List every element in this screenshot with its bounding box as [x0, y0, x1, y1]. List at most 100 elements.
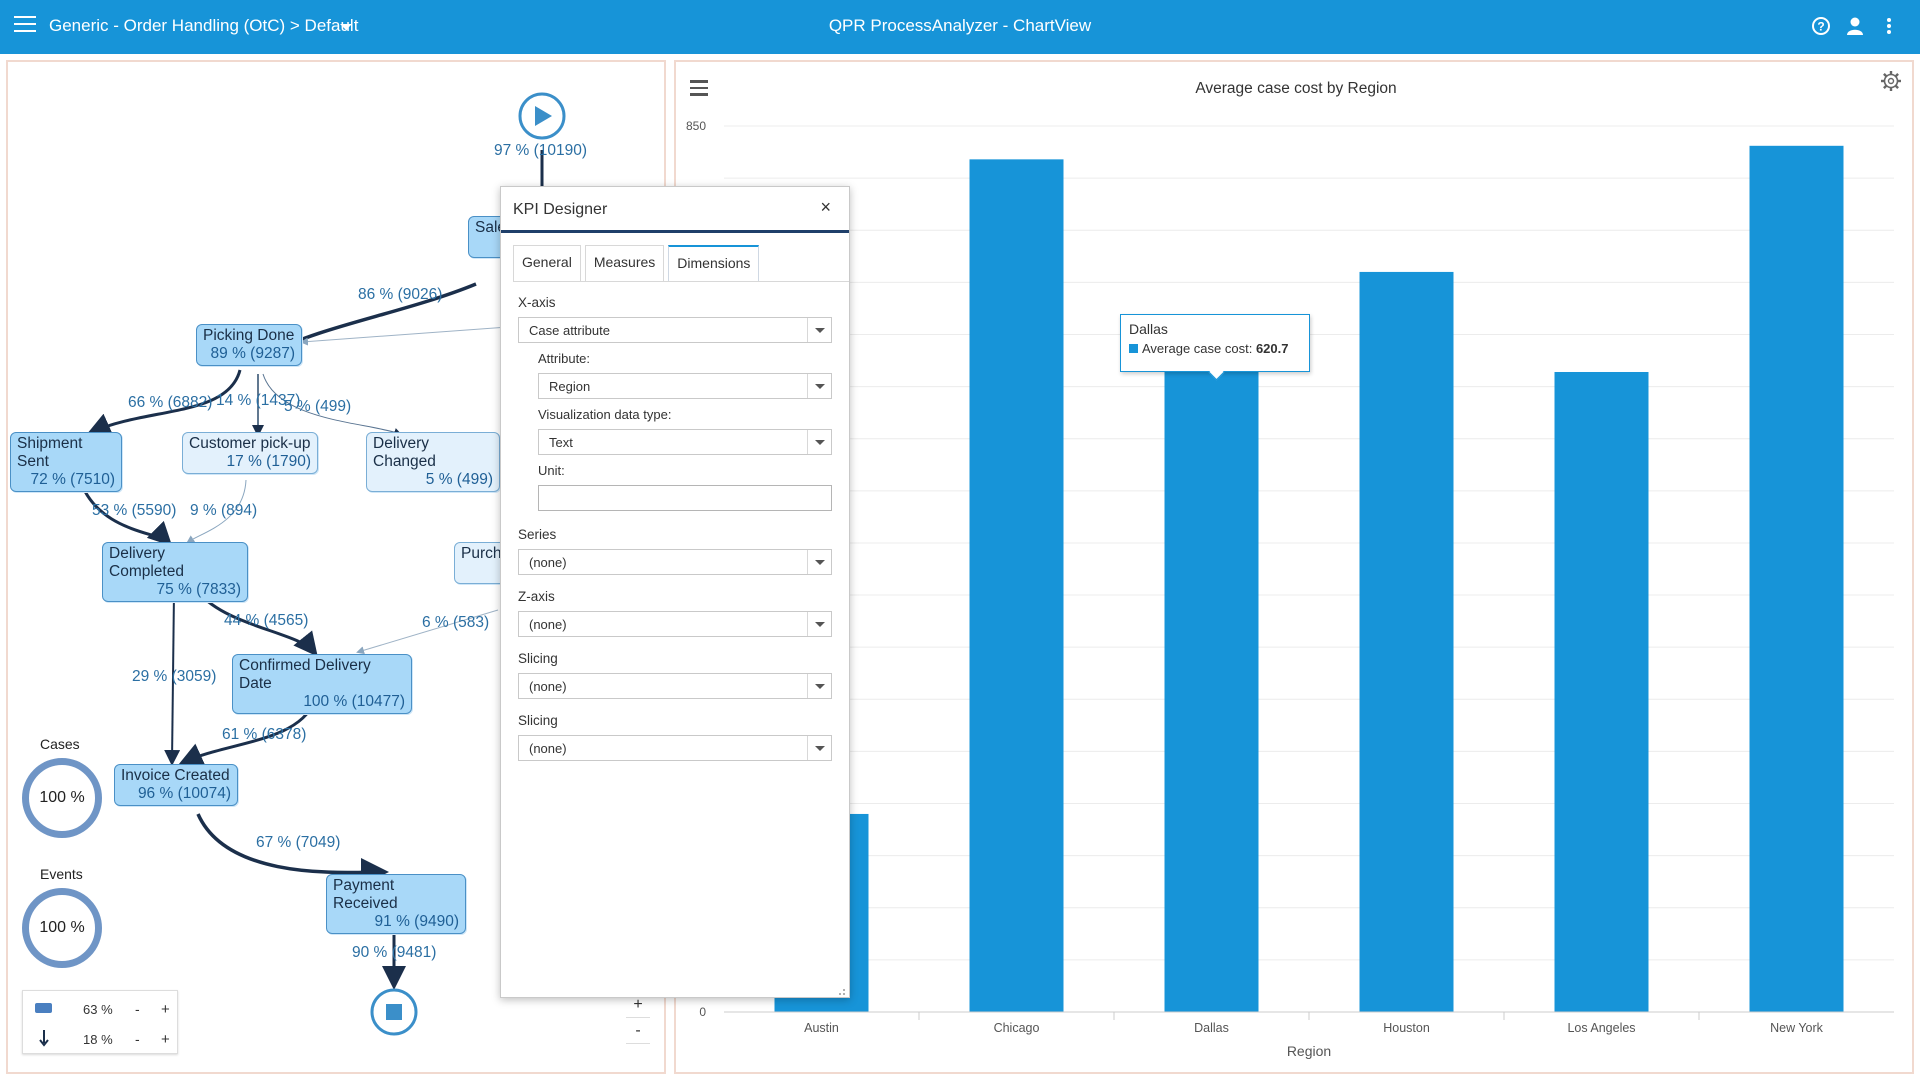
edge-visibility-decrease[interactable]: -: [135, 1031, 140, 1047]
edge-label: 61 % (6378): [222, 726, 307, 743]
node-delivery-completed[interactable]: Delivery Completed 75 % (7833): [102, 542, 248, 602]
dialog-header: KPI Designer ×: [501, 187, 849, 233]
visualization-type-select[interactable]: Text: [538, 429, 832, 455]
tab-dimensions[interactable]: Dimensions: [668, 245, 760, 281]
x-axis-title: Region: [1287, 1043, 1331, 1059]
chart-tooltip: Dallas Average case cost: 620.7: [1120, 314, 1310, 372]
events-gauge: 100 %: [22, 888, 102, 968]
x-tick-label: Los Angeles: [1567, 1021, 1635, 1035]
svg-text:?: ?: [1817, 20, 1824, 34]
user-icon[interactable]: [1844, 15, 1866, 37]
y-tick-label: 850: [686, 119, 706, 133]
attribute-select[interactable]: Region: [538, 373, 832, 399]
edge-visibility-increase[interactable]: +: [161, 1030, 170, 1048]
tab-measures[interactable]: Measures: [584, 245, 665, 281]
slicing-label-2: Slicing: [518, 713, 558, 728]
edge-label: 14 % (1437): [216, 392, 301, 409]
edge-purchase-confirmed: [356, 609, 499, 655]
chevron-down-icon: [807, 674, 831, 698]
chevron-down-icon: [807, 612, 831, 636]
kpi-designer-dialog: KPI Designer × General Measures Dimensio…: [500, 186, 850, 998]
tooltip-category: Dallas: [1129, 321, 1168, 337]
node-visibility-value: 63 %: [83, 1001, 113, 1017]
edge-label: 66 % (6882): [128, 394, 213, 411]
x-tick-label: Dallas: [1194, 1021, 1229, 1035]
x-tick-label: Austin: [804, 1021, 839, 1035]
edge-label: 5 % (499): [284, 398, 352, 415]
start-node-icon: [518, 92, 566, 140]
edge-shipment-completed: [78, 479, 173, 547]
node-confirmed-delivery-date[interactable]: Confirmed Delivery Date 100 % (10477): [232, 654, 412, 714]
tab-general[interactable]: General: [513, 245, 581, 281]
edge-picking-changed: [262, 373, 402, 436]
node-shipment-sent[interactable]: Shipment Sent 72 % (7510): [10, 432, 122, 492]
chevron-down-icon: [807, 550, 831, 574]
help-icon[interactable]: ?: [1810, 15, 1832, 37]
edge-pickup-completed: [186, 479, 247, 544]
gear-icon[interactable]: [1880, 70, 1902, 92]
node-visibility-decrease[interactable]: -: [135, 1001, 140, 1017]
resize-handle-icon[interactable]: [836, 984, 846, 995]
more-icon[interactable]: [1878, 15, 1900, 37]
edge-label: 67 % (7049): [256, 834, 341, 851]
menu-icon[interactable]: [14, 16, 36, 36]
edge-invoice-payment: [196, 813, 389, 887]
chart-panel: Average case cost by Region 0 850 Austin Ch…: [674, 60, 1914, 1074]
zaxis-select[interactable]: (none): [518, 611, 832, 637]
edge-label-start: 97 % (10190): [494, 142, 588, 159]
process-map-edges: [78, 92, 566, 1036]
bar-dallas: [1164, 365, 1259, 1012]
tooltip-series-swatch: [1129, 344, 1138, 353]
bar-new-york: [1749, 145, 1844, 1013]
edge-label: 53 % (5590): [92, 502, 177, 519]
node-purchase[interactable]: Purcha: [454, 542, 510, 584]
edge-completed-invoice: [164, 591, 181, 766]
tooltip-series-name: Average case cost:: [1142, 341, 1253, 356]
bar-los-angeles: [1554, 371, 1649, 1012]
edge-visibility-icon: [35, 1029, 53, 1050]
edge-other-picking: [300, 326, 509, 346]
edge-confirmed-invoice: [178, 701, 316, 766]
series-select[interactable]: (none): [518, 549, 832, 575]
xaxis-label: X-axis: [518, 295, 556, 310]
edge-label: 90 % (9481): [352, 944, 437, 961]
node-visibility-icon: [35, 1002, 53, 1017]
app-title: QPR ProcessAnalyzer - ChartView: [828, 16, 1092, 35]
node-invoice-created[interactable]: Invoice Created 96 % (10074): [114, 764, 238, 806]
y-tick-label: 0: [699, 1005, 706, 1019]
node-payment-received[interactable]: Payment Received 91 % (9490): [326, 874, 466, 934]
chevron-down-icon: [807, 736, 831, 760]
slicing-select[interactable]: (none): [518, 673, 832, 699]
bar-chart: 0 850 Austin Chicago Dallas Houston Los Angele…: [686, 119, 1894, 1059]
edge-picking-shipment: [86, 369, 242, 436]
end-node-icon: [370, 988, 418, 1036]
slicing-select-2[interactable]: (none): [518, 735, 832, 761]
cases-label: Cases: [40, 736, 80, 752]
zoom-out-button[interactable]: -: [626, 1018, 650, 1044]
x-tick-label: New York: [1770, 1021, 1824, 1035]
chart-menu-icon[interactable]: [690, 80, 708, 96]
edge-completed-confirmed: [196, 591, 318, 657]
x-tick-label: Houston: [1383, 1021, 1430, 1035]
chevron-down-icon: [807, 374, 831, 398]
tooltip-value: 620.7: [1255, 341, 1289, 356]
project-selector[interactable]: Generic - Order Handling (OtC) > Default: [49, 16, 359, 35]
chevron-down-icon: [807, 430, 831, 454]
attribute-label: Attribute:: [538, 351, 591, 366]
node-customer-pickup[interactable]: Customer pick-up 17 % (1790): [182, 432, 318, 474]
chevron-down-icon[interactable]: [340, 24, 352, 30]
chart-title: Average case cost by Region: [1195, 80, 1397, 97]
edge-label: 6 % (583): [422, 614, 490, 631]
dialog-tabs: General Measures Dimensions: [513, 245, 763, 281]
edge-label: 29 % (3059): [132, 668, 217, 685]
close-icon[interactable]: ×: [820, 197, 831, 217]
node-visibility-increase[interactable]: +: [161, 1000, 170, 1018]
xaxis-select[interactable]: Case attribute: [518, 317, 832, 343]
zaxis-label: Z-axis: [518, 589, 555, 604]
visibility-legend: 63 % - + 18 % - +: [22, 990, 178, 1054]
zoom-controls: + -: [626, 992, 650, 1044]
node-delivery-changed[interactable]: Delivery Changed 5 % (499): [366, 432, 500, 492]
edge-label: 9 % (894): [190, 502, 258, 519]
node-picking-done[interactable]: Picking Done 89 % (9287): [196, 324, 302, 366]
unit-input[interactable]: [538, 485, 832, 511]
